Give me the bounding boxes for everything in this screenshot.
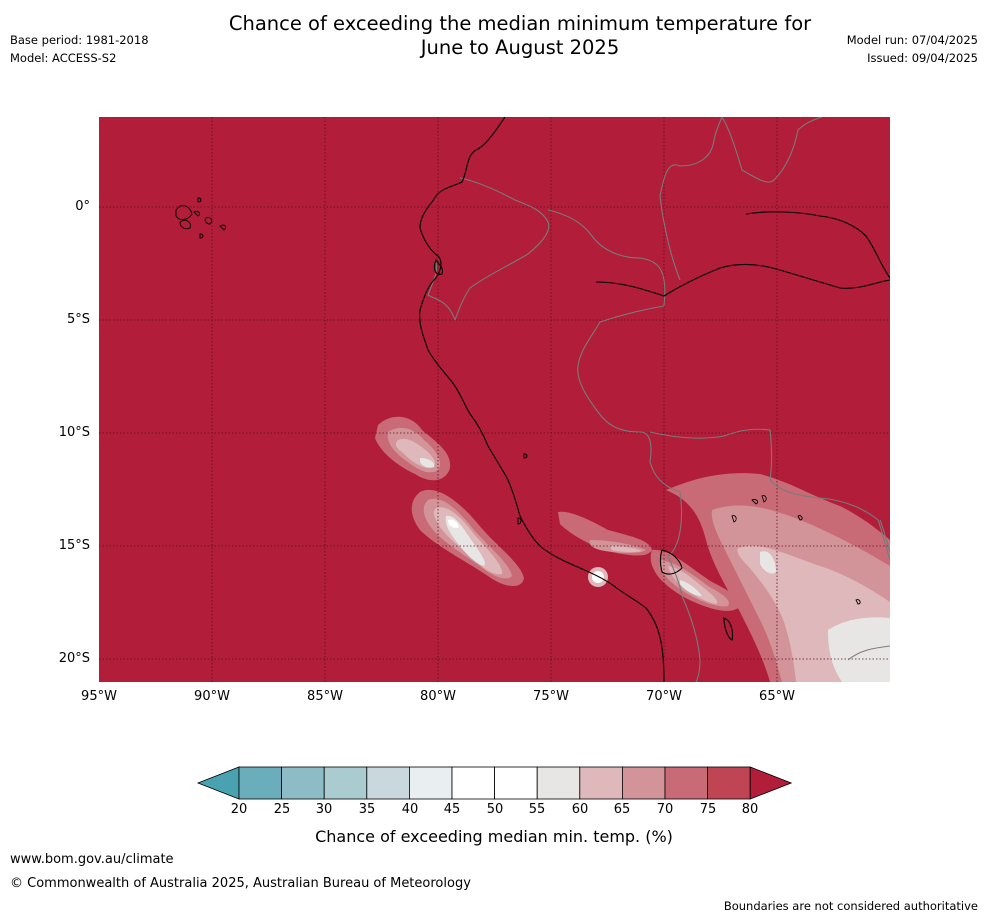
title-line-2: June to August 2025 xyxy=(420,36,620,59)
lat-label-0: 0° xyxy=(75,199,90,214)
national-borders xyxy=(427,117,890,682)
colorbar-label-65: 65 xyxy=(613,802,631,817)
colorbar-segment xyxy=(664,766,708,800)
colorbar-segment xyxy=(707,766,751,800)
colorbar-label-50: 50 xyxy=(486,802,504,817)
lakes xyxy=(517,453,861,605)
colorbar-segment xyxy=(323,766,368,800)
colorbar-label-55: 55 xyxy=(528,802,546,817)
gridlines xyxy=(99,117,890,682)
map-title: Chance of exceeding the median minimum t… xyxy=(0,12,988,60)
colorbar-segment xyxy=(579,766,623,800)
footer-url[interactable]: www.bom.gov.au/climate xyxy=(10,852,174,867)
colorbar-segment xyxy=(366,766,410,800)
boundaries-disclaimer: Boundaries are not considered authoritat… xyxy=(723,899,978,913)
colorbar xyxy=(196,766,793,800)
lon-label-80w: 80°W xyxy=(420,689,456,704)
lon-label-95w: 95°W xyxy=(81,689,117,704)
lon-label-65w: 65°W xyxy=(759,689,795,704)
lon-label-70w: 70°W xyxy=(646,689,682,704)
colorbar-segments xyxy=(196,766,793,800)
issued-date: Issued: 09/04/2025 xyxy=(867,51,978,65)
lon-label-85w: 85°W xyxy=(307,689,343,704)
model-run: Model run: 07/04/2025 xyxy=(846,33,978,47)
colorbar-label-75: 75 xyxy=(699,802,717,817)
lat-label-10s: 10°S xyxy=(58,425,90,440)
coastlines xyxy=(419,117,890,682)
colorbar-label-45: 45 xyxy=(443,802,461,817)
colorbar-extend-high xyxy=(749,766,793,800)
probability-patches xyxy=(375,416,890,682)
colorbar-segment xyxy=(408,766,453,800)
colorbar-label-40: 40 xyxy=(401,802,419,817)
colorbar-label-70: 70 xyxy=(656,802,674,817)
colorbar-label-30: 30 xyxy=(315,802,333,817)
lon-label-90w: 90°W xyxy=(194,689,230,704)
colorbar-segment xyxy=(494,766,538,800)
lat-label-20s: 20°S xyxy=(58,651,90,666)
colorbar-segment xyxy=(451,766,495,800)
lon-label-75w: 75°W xyxy=(533,689,569,704)
colorbar-label-20: 20 xyxy=(230,802,248,817)
forecast-map xyxy=(99,117,890,682)
galapagos-islands xyxy=(175,197,227,239)
colorbar-label-25: 25 xyxy=(273,802,291,817)
model-name: Model: ACCESS-S2 xyxy=(10,51,117,65)
colorbar-segment xyxy=(536,766,581,800)
meta-left: Base period: 1981-2018 Model: ACCESS-S2 xyxy=(10,31,149,67)
colorbar-label-60: 60 xyxy=(571,802,589,817)
colorbar-title: Chance of exceeding median min. temp. (%… xyxy=(315,827,673,846)
colorbar-label-35: 35 xyxy=(358,802,376,817)
colorbar-segment xyxy=(621,766,666,800)
lat-label-5s: 5°S xyxy=(66,312,90,327)
colorbar-segment xyxy=(238,766,282,800)
meta-right: Model run: 07/04/2025 Issued: 09/04/2025 xyxy=(847,31,978,67)
lat-label-15s: 15°S xyxy=(58,538,90,553)
colorbar-segment xyxy=(281,766,325,800)
base-period: Base period: 1981-2018 xyxy=(10,33,149,47)
colorbar-label-80: 80 xyxy=(741,802,759,817)
title-line-1: Chance of exceeding the median minimum t… xyxy=(228,12,812,35)
colorbar-extend-low xyxy=(196,766,240,800)
footer-copyright: © Commonwealth of Australia 2025, Austra… xyxy=(10,876,471,891)
